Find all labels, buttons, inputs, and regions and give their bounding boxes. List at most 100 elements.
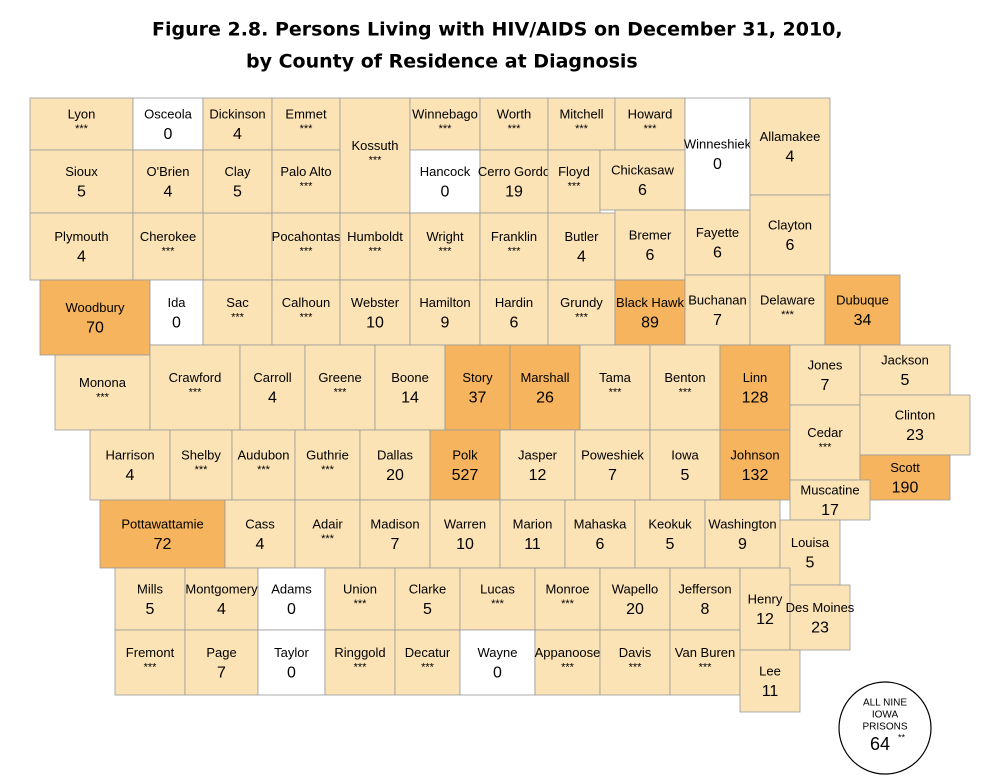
county-value: 20 — [626, 601, 644, 618]
county-value: *** — [575, 311, 589, 323]
county-value: *** — [439, 245, 453, 257]
county-value: 128 — [742, 390, 769, 407]
county-value: 4 — [126, 467, 135, 484]
county-name: Washington — [708, 516, 776, 531]
county-name: Union — [343, 581, 377, 596]
county-shape — [184, 629, 259, 696]
county-shape — [669, 629, 741, 696]
county-value: *** — [300, 311, 314, 323]
county-name: Page — [206, 645, 236, 660]
county-shape — [547, 279, 616, 346]
county-name: Tama — [599, 370, 632, 385]
county-value: 4 — [217, 601, 226, 618]
county-value: *** — [561, 598, 575, 610]
county-shape — [324, 629, 396, 696]
county-value: *** — [300, 180, 314, 192]
county-name: Cherokee — [140, 229, 196, 244]
county-shape — [39, 279, 151, 356]
county-name: Black Hawk — [616, 295, 684, 310]
prisons-label: PRISONS — [862, 722, 907, 733]
county-value: 6 — [713, 245, 722, 262]
county-shape — [859, 454, 951, 501]
county-shape — [509, 344, 581, 431]
county-name: Hardin — [495, 295, 533, 310]
county-name: Jefferson — [678, 581, 731, 596]
county-value: 5 — [146, 601, 155, 618]
county-shape — [132, 97, 204, 151]
county-name: Winneshiek — [684, 136, 752, 151]
county-value: 10 — [366, 315, 384, 332]
county-shape — [409, 279, 481, 346]
county-name: Wright — [426, 229, 464, 244]
county-name: Poweshiek — [581, 447, 644, 462]
county-shape — [599, 629, 671, 696]
county-value: 6 — [596, 536, 605, 553]
county-name: Hancock — [420, 164, 471, 179]
county-shape — [649, 429, 721, 501]
county-name: Louisa — [791, 535, 830, 550]
county-name: Crawford — [169, 370, 222, 385]
county-shape — [29, 97, 134, 151]
county-name: Clarke — [409, 581, 447, 596]
county-value: 190 — [892, 480, 919, 497]
county-value: 26 — [536, 390, 554, 407]
county-value: *** — [75, 123, 89, 135]
county-value: 0 — [164, 126, 173, 143]
county-name: Marion — [513, 516, 553, 531]
county-name: Jackson — [881, 352, 929, 367]
county-value: *** — [369, 245, 383, 257]
county-name: Pocahontas — [272, 229, 341, 244]
county-value: 4 — [786, 149, 795, 166]
county-name: O'Brien — [147, 164, 190, 179]
county-name: Cedar — [807, 425, 843, 440]
county-name: Chickasaw — [611, 162, 674, 177]
county-shape — [29, 149, 134, 214]
county-value: *** — [162, 245, 176, 257]
county-name: Jones — [808, 357, 843, 372]
county-shape — [202, 149, 273, 214]
county-value: 5 — [77, 184, 86, 201]
county-shape — [749, 194, 831, 276]
county-shape — [339, 212, 411, 281]
county-shape — [459, 629, 536, 696]
county-name: Osceola — [144, 106, 192, 121]
county-value: 20 — [386, 467, 404, 484]
county-shape — [479, 279, 549, 346]
county-shape — [99, 499, 226, 569]
county-shape — [409, 97, 481, 151]
county-shape — [429, 429, 501, 501]
county-name: Harrison — [105, 447, 154, 462]
county-value: 5 — [423, 601, 432, 618]
county-shape — [684, 274, 751, 346]
county-value: *** — [439, 123, 453, 135]
county-shape — [739, 567, 791, 651]
county-shape — [547, 97, 616, 151]
county-value: 9 — [441, 315, 450, 332]
county-value: 4 — [268, 390, 277, 407]
county-name: Jasper — [518, 447, 558, 462]
county-value: *** — [508, 245, 522, 257]
county-shape — [149, 279, 204, 346]
county-shape — [271, 149, 341, 214]
county-shape — [202, 212, 273, 281]
county-value: 4 — [77, 249, 86, 266]
county-name: Van Buren — [675, 645, 735, 660]
county-name: Iowa — [671, 447, 699, 462]
county-shape — [684, 97, 751, 211]
county-value: 34 — [854, 312, 872, 329]
county-value: 0 — [713, 156, 722, 173]
county-shape — [789, 584, 851, 651]
county-name: Benton — [664, 370, 705, 385]
county-shape — [749, 274, 826, 346]
county-shape — [394, 567, 461, 631]
county-shape — [271, 212, 341, 281]
county-value: 23 — [906, 427, 924, 444]
prisons-label: IOWA — [872, 710, 899, 721]
county-value: *** — [781, 309, 795, 321]
county-name: Sioux — [65, 164, 98, 179]
county-value: 5 — [666, 536, 675, 553]
county-value: 17 — [821, 502, 839, 519]
county-shape — [789, 344, 861, 406]
county-name: Scott — [890, 460, 920, 475]
county-shape — [479, 212, 549, 281]
